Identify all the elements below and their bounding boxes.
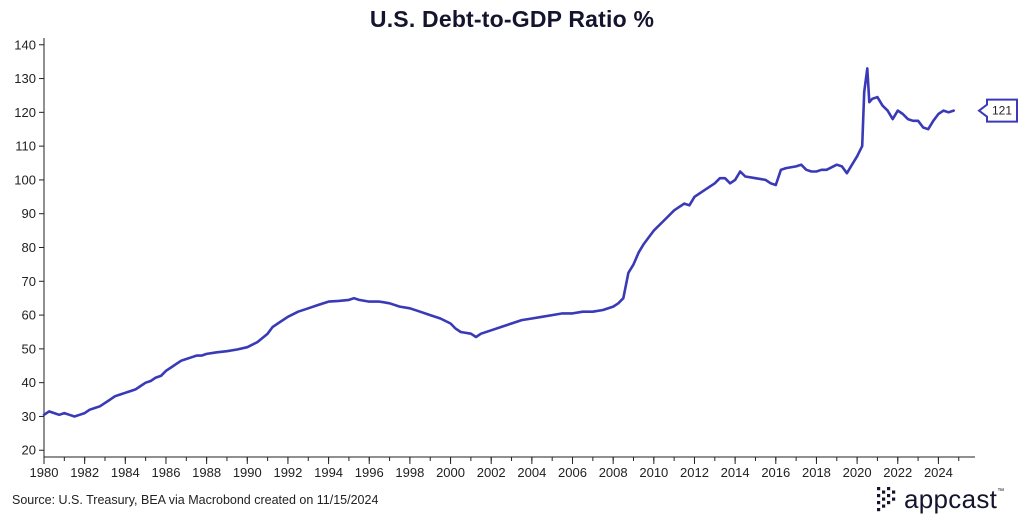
x-tick-label: 1996 xyxy=(355,465,384,480)
appcast-logo-icon xyxy=(877,487,896,512)
y-axis: 20 30 40 50 60 70 80 90 100 110 120 130 140 xyxy=(14,37,45,458)
y-tick-label: 60 xyxy=(22,308,36,323)
y-tick-label: 80 xyxy=(22,240,36,255)
x-tick-label: 2016 xyxy=(761,465,790,480)
x-tick-label: 2024 xyxy=(924,465,953,480)
x-tick-label: 1994 xyxy=(314,465,343,480)
logo-dot xyxy=(877,501,881,505)
logo-dot xyxy=(877,508,881,512)
series-line xyxy=(42,67,956,418)
source-note: Source: U.S. Treasury, BEA via Macrobond… xyxy=(12,493,379,507)
brand-wordmark: appcast xyxy=(904,484,998,514)
series-layer xyxy=(42,67,956,418)
y-tick-label: 30 xyxy=(22,409,36,424)
y-tick-label: 120 xyxy=(14,105,36,120)
x-tick-label: 2012 xyxy=(680,465,709,480)
x-tick-label: 2000 xyxy=(436,465,465,480)
logo-dot xyxy=(887,501,891,505)
logo-dot xyxy=(887,487,891,491)
x-tick-label: 2022 xyxy=(883,465,912,480)
logo-dot xyxy=(892,497,896,501)
brand-trademark: ™ xyxy=(997,488,1005,495)
x-tick-label: 2014 xyxy=(721,465,750,480)
y-tick-label: 110 xyxy=(15,139,36,154)
x-tick-label: 1982 xyxy=(70,465,99,480)
x-tick-label: 1984 xyxy=(111,465,140,480)
end-value-callout: 121 xyxy=(977,98,1018,123)
logo-dot xyxy=(882,497,886,501)
y-tick-label: 70 xyxy=(22,274,36,289)
logo-dot xyxy=(877,487,881,491)
end-value-label: 121 xyxy=(992,104,1012,118)
y-tick-label: 40 xyxy=(22,375,36,390)
y-tick-label: 140 xyxy=(14,37,36,52)
chart-title: U.S. Debt-to-GDP Ratio % xyxy=(369,6,655,32)
y-tick-label: 20 xyxy=(22,443,36,458)
x-tick-label: 2006 xyxy=(558,465,587,480)
x-tick-label: 1992 xyxy=(273,465,302,480)
end-value-callout-box xyxy=(977,98,1018,123)
logo-dot xyxy=(877,494,881,498)
logo-dot xyxy=(887,494,891,498)
logo-dot xyxy=(882,490,886,494)
y-tick-label: 130 xyxy=(14,71,36,86)
x-tick-label: 2020 xyxy=(843,465,872,480)
y-tick-label: 90 xyxy=(22,206,36,221)
brand-logo: appcast ™ xyxy=(876,484,1004,514)
x-tick-label: 2004 xyxy=(517,465,546,480)
x-tick-label: 1998 xyxy=(395,465,424,480)
x-tick-label: 2010 xyxy=(639,465,668,480)
x-tick-label: 1980 xyxy=(30,465,59,480)
x-axis: 1980 1982 1984 1986 1988 1990 1992 1994 1996 1998… xyxy=(30,456,975,480)
y-tick-label: 50 xyxy=(22,341,36,356)
x-tick-label: 1990 xyxy=(233,465,262,480)
x-tick-label: 2008 xyxy=(599,465,628,480)
x-tick-label: 2018 xyxy=(802,465,831,480)
x-tick-label: 1988 xyxy=(192,465,221,480)
x-tick-label: 1986 xyxy=(152,465,181,480)
logo-dot xyxy=(892,490,896,494)
x-tick-label: 2002 xyxy=(477,465,506,480)
logo-dot xyxy=(882,504,886,508)
y-tick-label: 100 xyxy=(14,172,36,187)
